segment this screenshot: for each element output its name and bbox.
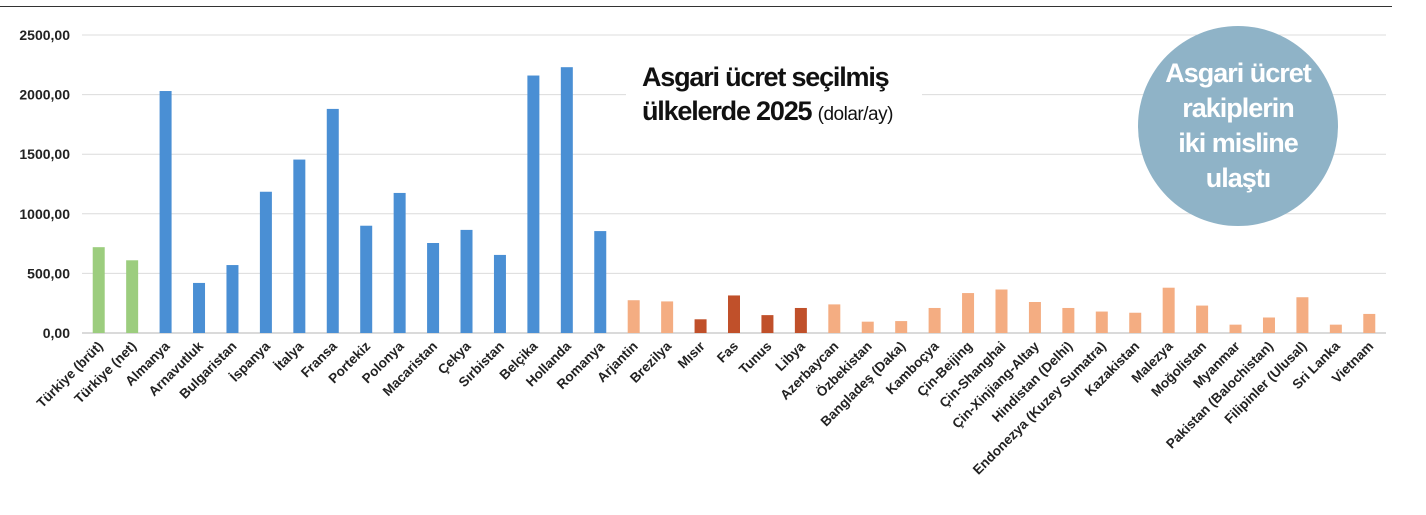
y-tick-label: 1000,00 [19,206,70,222]
bar [1062,307,1075,333]
bar [995,289,1008,333]
bar [694,319,707,333]
bar [159,91,172,333]
bar [326,108,339,334]
bar [627,300,640,333]
bars [92,67,1376,334]
chart-title-line1: Asgari ücret seçilmiş [642,62,890,92]
x-tick-label: Fas [714,339,741,366]
bar [861,321,874,333]
bar [393,192,406,333]
bar [962,293,975,333]
bar [594,231,607,333]
bar [1162,287,1175,333]
bar [895,321,908,333]
bar [493,254,506,333]
bar [226,265,239,333]
bar [661,301,674,333]
x-tick-label: Tunus [736,339,775,378]
bar [928,307,941,333]
bar [527,75,540,333]
x-axis-labels: Türkiye (brüt)Türkiye (net)AlmanyaArnavu… [34,338,1377,478]
bar [828,304,841,333]
bar [360,225,373,333]
chart-title-line2-text: ülkelerde 2025 [642,96,813,126]
y-tick-label: 1500,00 [19,146,70,162]
chart-title-line2: ülkelerde 2025 (dolar/ay) [642,96,893,127]
y-tick-label: 500,00 [27,265,70,281]
callout-badge-text: Asgari ücret rakiplerin iki misline ulaş… [1165,58,1312,193]
callout-badge: Asgari ücret rakiplerin iki misline ulaş… [1138,26,1338,226]
bar [794,307,807,333]
bar [1262,317,1275,333]
y-tick-label: 2500,00 [19,27,70,43]
bar [1028,302,1041,333]
bar [460,229,473,333]
bar [92,247,105,333]
bar [126,260,139,333]
y-tick-label: 2000,00 [19,87,70,103]
top-rule [0,6,1392,7]
bar [1329,324,1342,333]
bar [761,315,774,333]
bar [193,282,206,333]
bar [728,295,740,333]
bar [560,67,573,334]
y-tick-label: 0,00 [43,325,70,341]
bar [293,159,306,333]
bar [1296,297,1309,333]
chart-title: Asgari ücret seçilmiş ülkelerde 2025 (do… [626,56,922,136]
chart-title-unit: (dolar/ay) [817,104,894,125]
x-tick-label: Mısır [675,338,708,371]
bar [427,243,440,333]
bar [1095,311,1108,333]
bar [1229,324,1242,333]
y-axis-ticks: 0,00 500,00 1000,00 1500,00 2000,00 2500,00 [19,27,70,341]
bar [1196,305,1209,333]
bar [259,191,272,333]
bar [1129,312,1142,333]
bar [1363,313,1376,333]
